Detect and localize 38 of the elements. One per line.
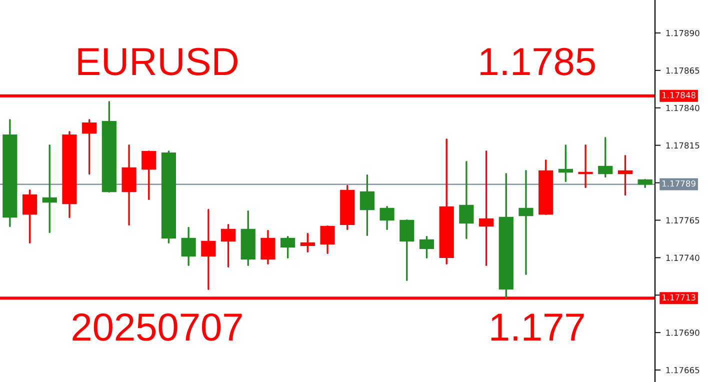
annotation: 1.1785 <box>480 48 595 76</box>
candlestick <box>618 154 633 196</box>
candlestick <box>181 226 196 266</box>
candlestick <box>122 144 136 226</box>
annotation: 1.177 <box>491 314 584 340</box>
candlestick <box>598 136 613 178</box>
ref-line-label: 1.17789 <box>662 180 696 187</box>
candlestick <box>518 170 534 275</box>
candlestick <box>380 206 394 230</box>
y-tick-label: 1.17890 <box>666 30 700 36</box>
candlestick <box>142 150 156 200</box>
candlestick <box>320 225 335 254</box>
candlestick <box>400 219 414 281</box>
y-tick-label: 1.17840 <box>666 104 700 112</box>
y-tick-label: 1.17815 <box>666 142 700 149</box>
ref-line-label: 1.17848 <box>662 92 696 98</box>
annotation: EURUSD <box>78 48 238 76</box>
y-tick-label: 1.17740 <box>666 254 700 261</box>
candlestick <box>459 160 474 240</box>
candlestick <box>220 224 236 268</box>
candlestick <box>42 144 57 234</box>
candlestick <box>82 119 97 175</box>
candlestick <box>419 236 434 258</box>
candlestick <box>558 144 573 182</box>
candlestick <box>578 144 593 188</box>
y-tick-label: 1.17665 <box>666 366 700 374</box>
candlestick <box>478 150 494 266</box>
candlestick <box>360 174 374 236</box>
ref-line-label: 1.17713 <box>662 294 696 301</box>
candlestick <box>260 230 276 264</box>
candlestick <box>300 232 315 253</box>
annotation: 20250707 <box>72 313 242 341</box>
candlestick <box>201 208 216 290</box>
y-tick-label: 1.17865 <box>666 67 700 74</box>
candlestick <box>280 236 296 258</box>
y-tick-label: 1.17690 <box>666 330 700 336</box>
candlestick <box>22 189 38 244</box>
y-tick-label: 1.17765 <box>666 217 700 224</box>
